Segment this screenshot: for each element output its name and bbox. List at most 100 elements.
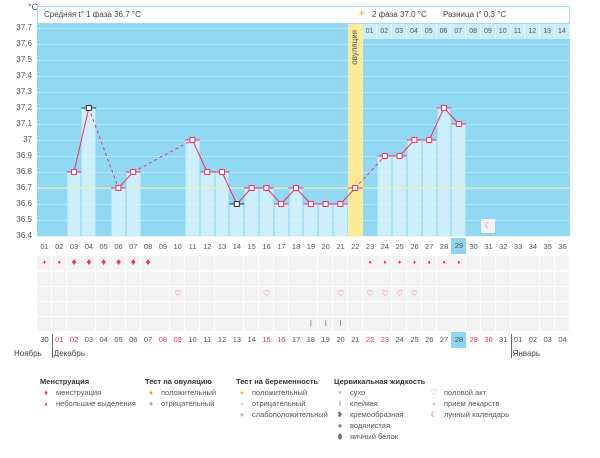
grid-cell[interactable] (66, 287, 81, 301)
grid-cell[interactable] (510, 272, 525, 286)
grid-cell[interactable] (214, 272, 229, 286)
grid-cell[interactable] (525, 287, 540, 301)
heart-icon[interactable]: ♡ (262, 289, 271, 298)
grid-cell[interactable] (466, 317, 481, 331)
grid-cell[interactable] (37, 256, 51, 270)
grid-cell[interactable] (362, 302, 377, 316)
grid-cell[interactable] (199, 272, 214, 286)
grid-cell[interactable] (436, 287, 451, 301)
calendar-date[interactable]: 01 (513, 335, 523, 344)
grid-cell[interactable] (495, 317, 510, 331)
cycle-day[interactable]: 13 (217, 242, 227, 251)
grid-cell[interactable] (37, 287, 51, 301)
grid-cell[interactable] (81, 302, 96, 316)
grid-cell[interactable] (377, 302, 392, 316)
cycle-day[interactable]: 12 (203, 242, 212, 251)
calendar-date[interactable]: 03 (84, 335, 94, 344)
grid-cell[interactable] (229, 317, 244, 331)
grid-cell[interactable] (37, 302, 51, 316)
cycle-day[interactable]: 08 (143, 242, 153, 251)
spotting-icon[interactable]: ♦ (442, 260, 446, 266)
grid-cell[interactable] (81, 272, 96, 286)
grid-cell[interactable] (481, 317, 495, 331)
grid-cell[interactable] (125, 302, 140, 316)
grid-cell[interactable] (111, 272, 125, 286)
cycle-day[interactable]: 18 (291, 242, 301, 251)
grid-cell[interactable] (155, 317, 170, 331)
menstruation-icon[interactable]: ♦ (101, 257, 107, 268)
cycle-day[interactable]: 02 (55, 242, 64, 251)
grid-cell[interactable] (333, 317, 347, 331)
cycle-day[interactable]: 22 (351, 242, 360, 251)
grid-cell[interactable] (555, 287, 569, 301)
spotting-icon[interactable]: ♦ (42, 260, 47, 266)
grid-cell[interactable] (481, 287, 495, 301)
grid-cell[interactable] (421, 272, 436, 286)
grid-cell[interactable] (525, 256, 540, 270)
grid-cell[interactable] (540, 256, 555, 270)
cycle-day[interactable]: 09 (158, 242, 168, 251)
heart-icon[interactable]: ♡ (396, 289, 404, 298)
grid-cell[interactable] (214, 302, 229, 316)
grid-cell[interactable] (288, 272, 303, 286)
grid-cell[interactable] (377, 317, 392, 331)
grid-cell[interactable] (140, 272, 155, 286)
grid-cell[interactable] (377, 287, 392, 301)
grid-cell[interactable] (155, 272, 170, 286)
calendar-date[interactable]: 03 (543, 335, 552, 344)
grid-cell[interactable] (303, 287, 318, 301)
grid-cell[interactable] (540, 287, 555, 301)
grid-cell[interactable] (495, 272, 510, 286)
calendar-date[interactable]: 11 (203, 335, 212, 344)
grid-cell[interactable] (259, 302, 273, 316)
cycle-day[interactable]: 32 (499, 242, 508, 251)
grid-cell[interactable] (185, 272, 199, 286)
grid-cell[interactable] (170, 317, 185, 331)
sticky-icon[interactable]: Ι (339, 319, 342, 328)
grid-cell[interactable] (347, 256, 362, 270)
grid-cell[interactable] (51, 317, 66, 331)
grid-cell[interactable] (96, 317, 111, 331)
sticky-icon[interactable]: Ι (324, 319, 327, 328)
grid-cell[interactable] (66, 272, 81, 286)
calendar-date[interactable]: 15 (262, 335, 271, 344)
menstruation-icon[interactable]: ♦ (145, 257, 151, 268)
grid-cell[interactable] (155, 287, 170, 301)
grid-cell[interactable] (466, 272, 481, 286)
cycle-day[interactable]: 25 (395, 242, 404, 251)
calendar-date[interactable]: 10 (188, 335, 197, 344)
cycle-day[interactable]: 28 (439, 242, 449, 251)
moon-icon[interactable]: ☾ (481, 219, 495, 233)
grid-cell[interactable] (421, 256, 436, 270)
grid-cell[interactable] (170, 287, 185, 301)
grid-cell[interactable] (288, 317, 303, 331)
calendar-date[interactable]: 06 (129, 335, 138, 344)
cycle-day[interactable]: 33 (513, 242, 523, 251)
grid-cell[interactable] (125, 272, 140, 286)
grid-cell[interactable] (510, 302, 525, 316)
cycle-day[interactable]: 19 (306, 242, 316, 251)
grid-cell[interactable] (273, 287, 288, 301)
cycle-day[interactable]: 14 (232, 242, 242, 251)
grid-cell[interactable] (288, 287, 303, 301)
grid-cell[interactable] (199, 287, 214, 301)
grid-cell[interactable] (392, 317, 407, 331)
grid-cell[interactable] (81, 317, 96, 331)
grid-cell[interactable] (377, 256, 392, 270)
grid-cell[interactable] (510, 287, 525, 301)
grid-cell[interactable] (318, 272, 333, 286)
grid-cell[interactable] (96, 256, 111, 270)
grid-cell[interactable] (244, 317, 259, 331)
grid-cell[interactable] (303, 272, 318, 286)
grid-cell[interactable] (333, 302, 347, 316)
calendar-date[interactable]: 02 (69, 335, 79, 344)
calendar-date[interactable]: 16 (277, 335, 286, 344)
grid-cell[interactable] (185, 302, 199, 316)
grid-cell[interactable] (392, 272, 407, 286)
cycle-day[interactable]: 34 (528, 242, 538, 251)
grid-cell[interactable] (555, 317, 569, 331)
calendar-date[interactable]: 08 (158, 335, 168, 344)
grid-cell[interactable] (170, 302, 185, 316)
grid-cell[interactable] (66, 302, 81, 316)
grid-cell[interactable] (318, 317, 333, 331)
